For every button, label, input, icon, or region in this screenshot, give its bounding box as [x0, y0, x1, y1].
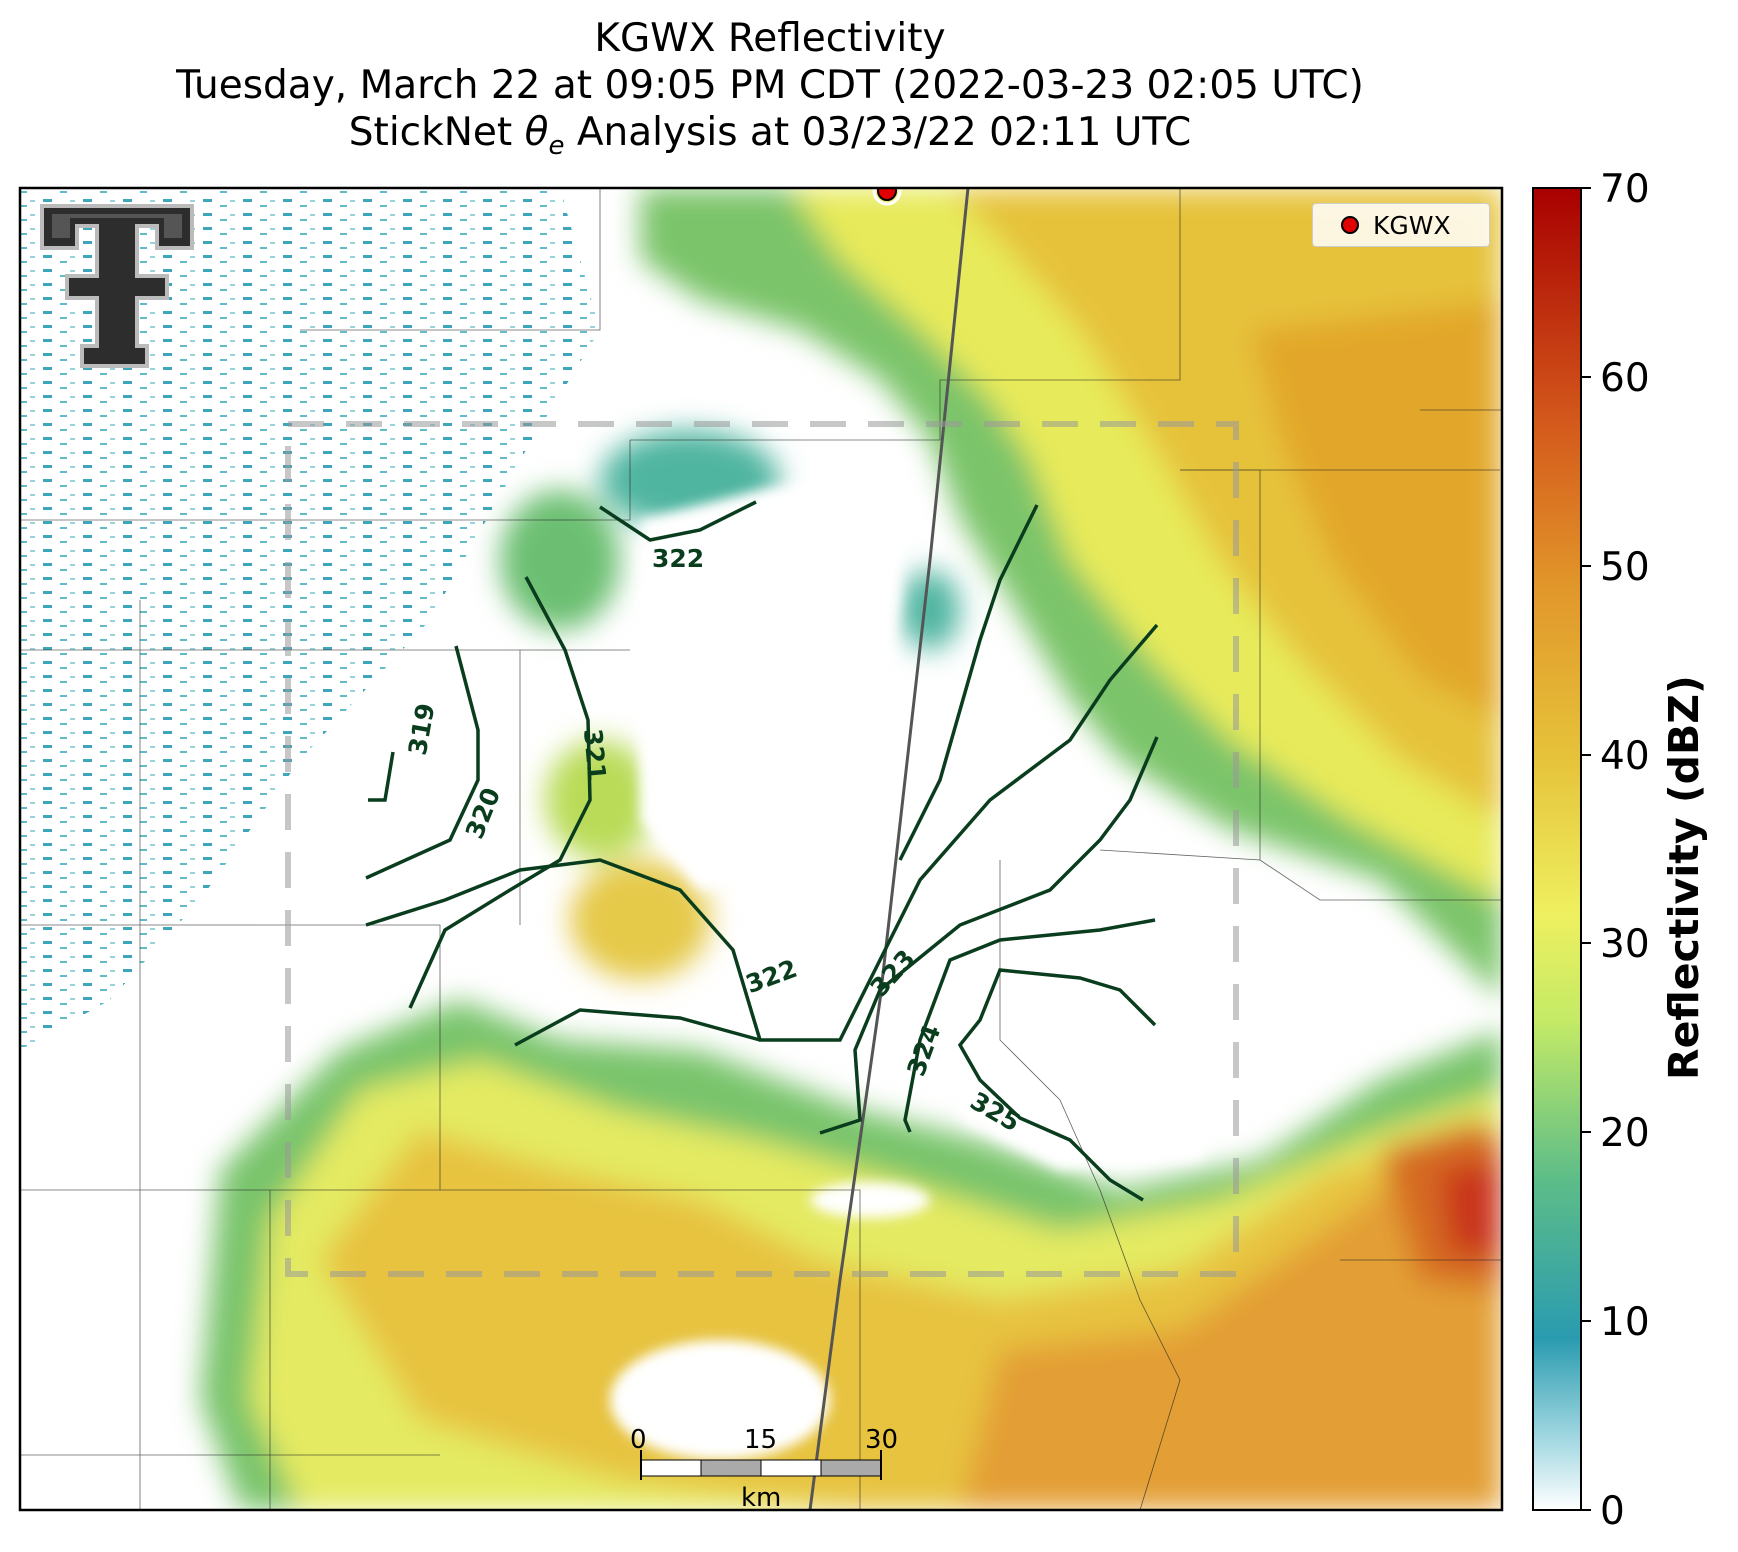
scale-unit: km — [741, 1483, 782, 1513]
colorbar-tick: 30 — [1600, 922, 1650, 967]
scale-tick: 15 — [744, 1425, 778, 1455]
colorbar-tick: 60 — [1600, 356, 1650, 401]
legend-label: KGWX — [1373, 210, 1451, 240]
scale-tick: 30 — [865, 1425, 899, 1455]
colorbar-ramp — [1532, 187, 1582, 1511]
map-subtitle-time: Tuesday, March 22 at 09:05 PM CDT (2022-… — [176, 63, 1364, 108]
colorbar-tick: 20 — [1600, 1111, 1650, 1156]
theta-e-contours — [365, 500, 1159, 1202]
colorbar-tick: 40 — [1600, 734, 1650, 779]
contour-label: 322 — [652, 544, 704, 573]
map-title: KGWX Reflectivity — [594, 16, 946, 61]
map-legend: KGWX — [1312, 203, 1490, 247]
contour-label: 321 — [578, 728, 611, 783]
double-t-logo-icon — [40, 204, 194, 368]
radar-site-marker — [877, 188, 897, 201]
reflectivity-field — [20, 188, 1502, 1510]
colorbar-label: Reflectivity (dBZ) — [1660, 675, 1708, 1080]
map-subtitle-analysis: StickNet θe Analysis at 03/23/22 02:11 U… — [348, 110, 1192, 161]
scale-tick: 0 — [630, 1425, 647, 1455]
scale-bar — [640, 1450, 882, 1480]
colorbar-tick: 10 — [1600, 1300, 1650, 1345]
colorbar-tick: 70 — [1600, 167, 1650, 212]
colorbar-tick: 50 — [1600, 545, 1650, 590]
map-frame — [18, 186, 1504, 1512]
colorbar-tick: 0 — [1600, 1489, 1625, 1534]
radar-site-legend-icon — [1341, 216, 1359, 234]
